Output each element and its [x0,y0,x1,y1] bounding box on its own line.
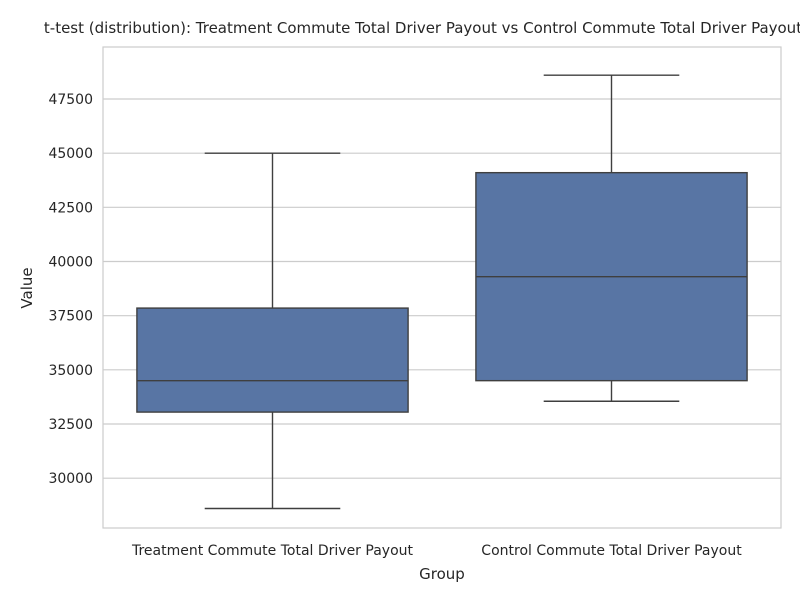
plot-frame [102,46,782,529]
y-tick-label: 37500 [48,309,93,325]
boxes [136,74,748,510]
y-tick-label: 30000 [48,471,93,487]
y-tick-label: 45000 [48,146,93,162]
y-tick-labels: 30000 32500 35000 37500 40000 42500 45000 47500 [48,92,93,487]
box [136,307,409,413]
y-tick-label: 47500 [48,92,93,108]
y-tick-label: 42500 [48,200,93,216]
y-tick-label: 40000 [48,255,93,271]
y-tick-label: 35000 [48,363,93,379]
y-tick-label: 32500 [48,417,93,433]
x-axis-label: Group [419,565,465,583]
chart-title: t-test (distribution): Treatment Commute… [44,19,800,37]
x-tick-label: Control Commute Total Driver Payout [481,543,742,559]
x-tick-label: Treatment Commute Total Driver Payout [131,543,414,559]
x-tick-labels: Treatment Commute Total Driver Payout Con… [131,543,742,559]
y-axis-label: Value [18,267,36,308]
